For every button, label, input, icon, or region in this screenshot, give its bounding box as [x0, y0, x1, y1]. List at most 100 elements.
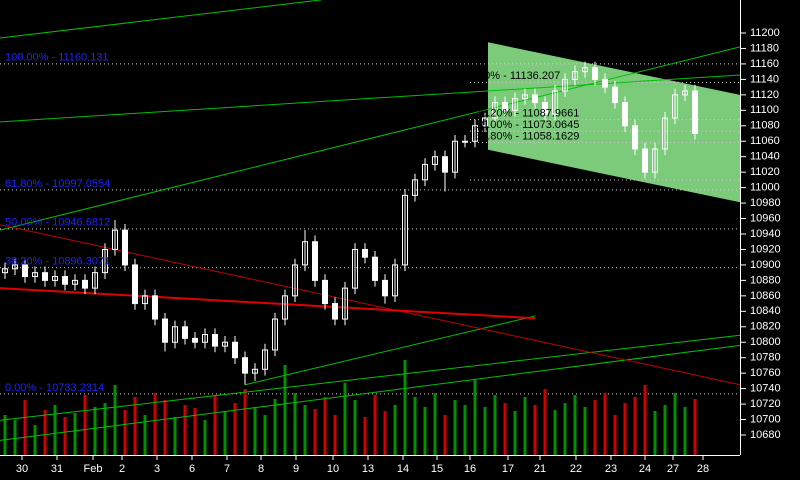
volume-bar: [133, 397, 137, 455]
volume-bar: [633, 397, 637, 455]
trendline: [0, 287, 536, 320]
volume-bar: [503, 403, 507, 455]
candle-body: [112, 229, 118, 250]
x-tick-label: 28: [697, 463, 709, 475]
volume-bar: [243, 389, 247, 455]
volume-bar: [683, 407, 687, 455]
volume-bar: [33, 425, 37, 455]
volume-bar: [263, 415, 267, 455]
candle-body: [12, 264, 18, 270]
candle-body: [92, 272, 98, 289]
x-tick-label: 22: [570, 463, 582, 475]
candle-body: [72, 279, 78, 285]
fib-label: 61.80% - 11058.1629: [475, 131, 579, 143]
volume-bar: [583, 407, 587, 455]
volume-bar: [573, 395, 577, 455]
x-tick-label: 10: [327, 463, 339, 475]
y-tick-label: 10900: [750, 259, 781, 271]
x-tick-label: 15: [431, 463, 443, 475]
candle-body: [552, 90, 558, 115]
candle-body: [2, 268, 8, 274]
fib-label: 100.00% - 11160.131: [5, 52, 109, 64]
y-tick-label: 10760: [750, 367, 781, 379]
volume-bar: [653, 411, 657, 455]
volume-bar: [513, 411, 517, 455]
candle-body: [432, 156, 438, 165]
trendline: [0, 344, 740, 441]
y-tick-label: 10700: [750, 413, 781, 425]
candle-body: [402, 194, 408, 266]
candle-body: [132, 264, 138, 305]
volume-bar: [153, 393, 157, 455]
x-tick-label: 23: [605, 463, 617, 475]
volume-bar: [193, 408, 197, 455]
candle-body: [292, 264, 298, 297]
candle-body: [362, 248, 368, 258]
candle-body: [372, 256, 378, 281]
candle-body: [162, 318, 168, 343]
y-tick-label: 10800: [750, 336, 781, 348]
volume-bar: [13, 420, 17, 455]
candle-body: [232, 341, 238, 359]
volume-bar: [613, 415, 617, 455]
candle-body: [462, 140, 468, 143]
candle-body: [492, 102, 498, 119]
volume-bar: [563, 403, 567, 455]
volume-bar: [23, 400, 27, 455]
volume-bar: [643, 385, 647, 455]
volume-bar: [453, 400, 457, 455]
trendline: [0, 334, 740, 421]
y-tick-label: 10820: [750, 321, 781, 333]
candle-body: [662, 117, 668, 150]
candle-body: [482, 117, 488, 127]
y-tick-label: 10920: [750, 243, 781, 255]
candle-body: [142, 295, 148, 305]
candle-body: [672, 94, 678, 119]
x-tick-label: 9: [293, 463, 299, 475]
volume-bar: [213, 395, 217, 455]
volume-bar: [113, 385, 117, 455]
fib-label: 0.0% - 11136.207: [475, 70, 560, 82]
candle-body: [642, 148, 648, 173]
x-tick-label: 8: [258, 463, 264, 475]
candle-body: [472, 125, 478, 142]
y-tick-label: 11200: [750, 27, 780, 39]
y-tick-label: 11160: [750, 58, 779, 70]
volume-bar: [463, 405, 467, 455]
y-tick-label: 10680: [750, 429, 781, 441]
x-tick-label: 7: [224, 463, 230, 475]
candle-body: [412, 179, 418, 196]
volume-bar: [73, 413, 77, 455]
candle-body: [442, 156, 448, 173]
volume-bar: [343, 383, 347, 455]
volume-bar: [473, 380, 477, 455]
candle-body: [52, 276, 58, 281]
candle-body: [242, 357, 248, 374]
volume-bar: [673, 393, 677, 455]
candle-body: [612, 86, 618, 104]
candle-body: [502, 102, 508, 111]
volume-bar: [53, 405, 57, 455]
volume-bar: [523, 397, 527, 455]
volume-bar: [593, 400, 597, 455]
x-tick-label: 31: [51, 463, 63, 475]
x-tick-label: 16: [464, 463, 476, 475]
volume-bar: [183, 405, 187, 455]
candle-body: [22, 264, 28, 278]
y-tick-label: 10940: [750, 228, 781, 240]
candle-body: [592, 67, 598, 80]
volume-bar: [203, 420, 207, 455]
candle-body: [522, 94, 528, 100]
plot-area: [0, 0, 740, 455]
trendline: [0, 0, 323, 39]
trendline: [0, 46, 740, 231]
candle-body: [562, 78, 568, 92]
volume-bar: [333, 415, 337, 455]
volume-bar: [123, 410, 127, 455]
y-tick-label: 10780: [750, 352, 781, 364]
x-tick-label: 13: [362, 463, 374, 475]
candle-body: [212, 334, 218, 347]
y-tick-label: 10720: [750, 398, 781, 410]
candle-body: [392, 264, 398, 297]
